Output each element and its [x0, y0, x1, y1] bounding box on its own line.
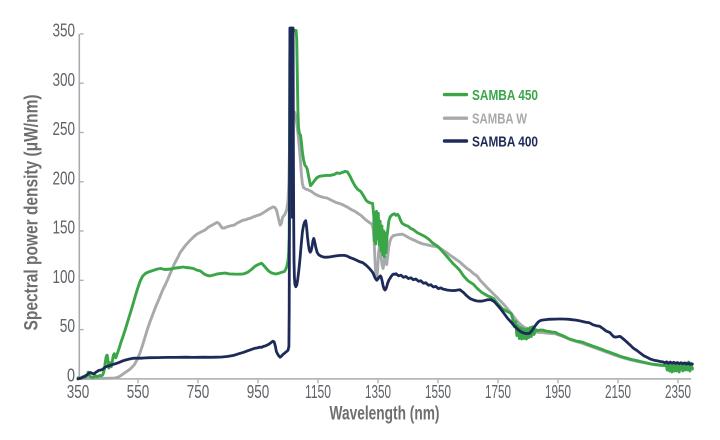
svg-text:250: 250	[53, 118, 76, 139]
svg-text:1750: 1750	[485, 381, 511, 402]
svg-text:Spectral power density (μW/nm): Spectral power density (μW/nm)	[22, 95, 43, 331]
svg-text:1950: 1950	[545, 381, 571, 402]
svg-text:1150: 1150	[305, 381, 331, 402]
svg-text:SAMBA 450: SAMBA 450	[472, 87, 538, 104]
svg-text:2350: 2350	[665, 381, 691, 402]
svg-text:950: 950	[247, 381, 270, 402]
svg-text:1350: 1350	[365, 381, 391, 402]
svg-text:1550: 1550	[425, 381, 451, 402]
svg-text:750: 750	[187, 381, 210, 402]
svg-text:150: 150	[53, 217, 76, 238]
svg-text:100: 100	[53, 266, 76, 287]
svg-text:Wavelength (nm): Wavelength (nm)	[330, 404, 440, 425]
svg-text:2150: 2150	[605, 381, 631, 402]
svg-text:200: 200	[53, 167, 76, 188]
svg-text:50: 50	[60, 315, 75, 336]
svg-text:300: 300	[53, 69, 76, 90]
svg-text:SAMBA 400: SAMBA 400	[472, 133, 538, 150]
svg-text:SAMBA W: SAMBA W	[472, 111, 528, 128]
svg-text:0: 0	[67, 365, 75, 386]
svg-text:350: 350	[67, 381, 90, 402]
svg-text:350: 350	[53, 20, 76, 41]
svg-text:550: 550	[127, 381, 150, 402]
